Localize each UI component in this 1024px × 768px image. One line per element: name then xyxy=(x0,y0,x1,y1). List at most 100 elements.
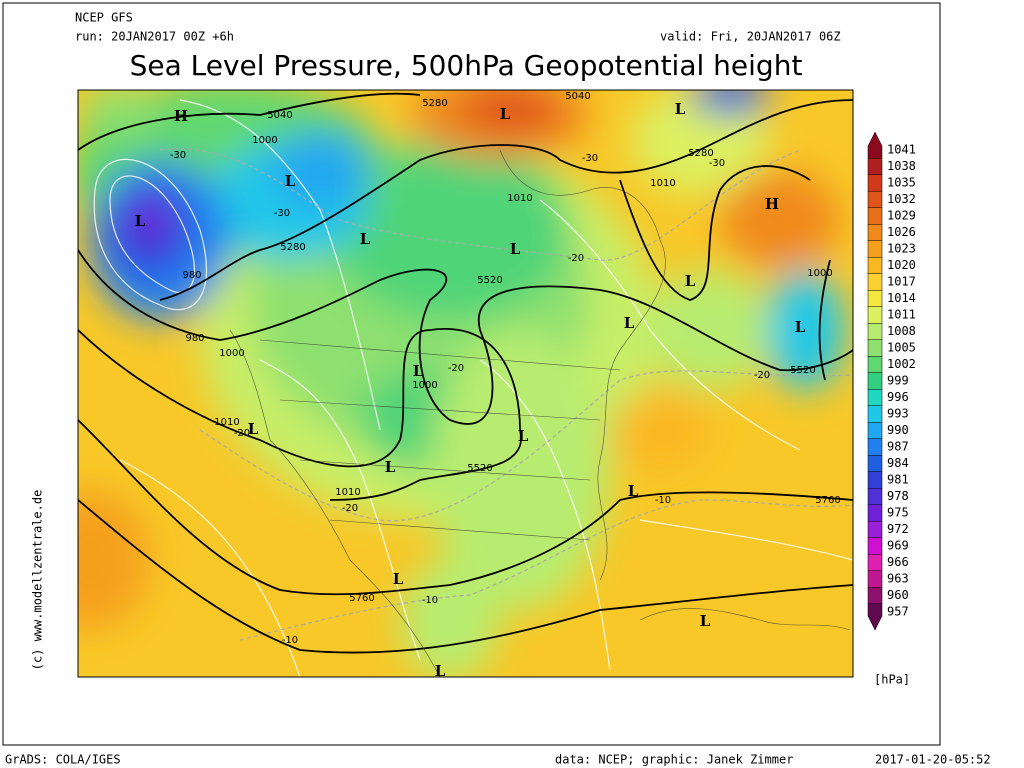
pressure-center: L xyxy=(675,100,686,118)
pressure-center: L xyxy=(285,172,296,190)
contour-label: -30 xyxy=(170,150,186,161)
contour-label: 5280 xyxy=(688,148,713,159)
pressure-center: L xyxy=(248,420,259,438)
colorbar-label: 972 xyxy=(887,522,909,536)
pressure-center: L xyxy=(510,240,521,258)
colorbar-unit: [hPa] xyxy=(874,673,910,687)
pressure-center: H xyxy=(174,107,188,125)
pressure-center: L xyxy=(413,362,424,380)
colorbar-swatch xyxy=(867,389,883,406)
colorbar-label: 996 xyxy=(887,390,909,404)
contour-label: 5760 xyxy=(349,593,374,604)
pressure-field xyxy=(78,90,845,677)
colorbar-swatch xyxy=(867,174,883,192)
contour-label: 1000 xyxy=(807,268,832,279)
colorbar-swatch xyxy=(867,521,883,538)
pressure-center: L xyxy=(135,212,146,230)
contour-label: 1010 xyxy=(650,178,675,189)
contour-label: -30 xyxy=(709,158,725,169)
valid-time: valid: Fri, 20JAN2017 06Z xyxy=(660,30,841,44)
colorbar-label: 1005 xyxy=(887,341,916,355)
colorbar-label: 1041 xyxy=(887,143,916,157)
pressure-center: L xyxy=(700,612,711,630)
isobars xyxy=(93,99,853,677)
height-contours xyxy=(78,92,853,654)
temperature-lines xyxy=(159,148,853,641)
colorbar-swatch xyxy=(867,191,883,208)
pressure-center: L xyxy=(435,662,446,680)
contour-label: 980 xyxy=(182,270,201,281)
colorbar-label: 963 xyxy=(887,572,909,586)
colorbar-swatch xyxy=(867,504,883,522)
colorbar-label: 1002 xyxy=(887,357,916,371)
contour-label: 5280 xyxy=(422,98,447,109)
colorbar-label: 957 xyxy=(887,605,909,619)
colorbar-swatch xyxy=(867,554,883,571)
contour-label: -10 xyxy=(282,635,298,646)
contour-label: 5040 xyxy=(267,110,292,121)
pressure-center: L xyxy=(518,427,529,445)
colorbar-swatch xyxy=(867,240,883,258)
colorbar-label: 966 xyxy=(887,555,909,569)
colorbar-swatch xyxy=(867,422,883,439)
model-name: NCEP GFS xyxy=(75,11,133,25)
colorbar-label: 984 xyxy=(887,456,909,470)
colorbar-label: 1011 xyxy=(887,308,916,322)
colorbar-swatch xyxy=(867,603,883,631)
colorbar-label: 1029 xyxy=(887,209,916,223)
colorbar-label: 1032 xyxy=(887,192,916,206)
pressure-center: L xyxy=(385,458,396,476)
pressure-center: L xyxy=(624,314,635,332)
contour-label: -20 xyxy=(448,363,464,374)
contour-label: 5040 xyxy=(565,91,590,102)
colorbar-swatch xyxy=(867,372,883,390)
contour-label: -20 xyxy=(234,428,250,439)
colorbar-swatch xyxy=(867,257,883,274)
colorbar-swatch xyxy=(867,290,883,307)
colorbar-label: 1008 xyxy=(887,324,916,338)
footer-left: GrADS: COLA/IGES xyxy=(5,753,121,767)
pressure-center: L xyxy=(685,272,696,290)
colorbar-label: 987 xyxy=(887,440,909,454)
pressure-center: H xyxy=(765,195,779,213)
contour-label: 1010 xyxy=(507,193,532,204)
contour-label: -20 xyxy=(342,503,358,514)
frame xyxy=(2,2,941,746)
contour-label: 1000 xyxy=(252,135,277,146)
colorbar-swatch xyxy=(867,131,883,159)
map-border xyxy=(77,89,854,678)
colorbar-label: 969 xyxy=(887,539,909,553)
colorbar-swatch xyxy=(867,207,883,225)
colorbar-label: 1035 xyxy=(887,176,916,190)
contour-label: 980 xyxy=(185,333,204,344)
contour-label: 1000 xyxy=(219,348,244,359)
colorbar-swatch xyxy=(867,224,883,241)
contour-label: 1010 xyxy=(214,417,239,428)
colorbar-label: 960 xyxy=(887,588,909,602)
pressure-center: L xyxy=(628,482,639,500)
contour-label: 5520 xyxy=(467,463,492,474)
map-title: Sea Level Pressure, 500hPa Geopotential … xyxy=(130,49,803,82)
colorbar-label: 1038 xyxy=(887,159,916,173)
pressure-center: L xyxy=(795,318,806,336)
colorbar-label: 978 xyxy=(887,489,909,503)
contour-label: -30 xyxy=(582,153,598,164)
contour-label: 5280 xyxy=(280,242,305,253)
colorbar-swatch xyxy=(867,323,883,340)
colorbar-swatch xyxy=(867,273,883,291)
contour-label: 5520 xyxy=(477,275,502,286)
contour-label: -10 xyxy=(422,595,438,606)
colorbar-swatch xyxy=(867,488,883,505)
colorbar-swatch xyxy=(867,471,883,489)
pressure-center: L xyxy=(360,230,371,248)
pressure-center: L xyxy=(500,105,511,123)
coastlines xyxy=(229,149,851,677)
contour-label: 1010 xyxy=(335,487,360,498)
colorbar-label: 1020 xyxy=(887,258,916,272)
pressure-center: L xyxy=(393,570,404,588)
footer-timestamp: 2017-01-20-05:52 xyxy=(875,753,991,767)
colorbar-label: 1023 xyxy=(887,242,916,256)
colorbar-swatch xyxy=(867,455,883,472)
colorbar-label: 990 xyxy=(887,423,909,437)
